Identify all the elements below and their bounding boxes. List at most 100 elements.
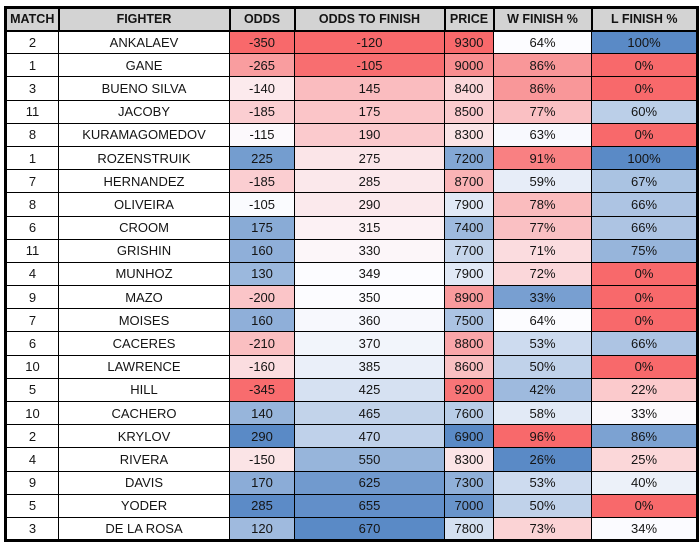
cell-l_finish: 0% xyxy=(591,53,698,78)
cell-odds: -150 xyxy=(229,447,295,472)
column-header-odds: ODDS xyxy=(228,6,296,32)
table-row: 11 JACOBY -185 175 8500 77% 60% xyxy=(5,99,698,124)
cell-odds_to_finish: 175 xyxy=(294,99,445,124)
cell-price: 7200 xyxy=(444,145,494,171)
cell-odds_to_finish: 425 xyxy=(294,377,445,403)
cell-w_finish: 78% xyxy=(493,192,592,217)
cell-match: 4 xyxy=(5,261,59,287)
cell-price: 7800 xyxy=(444,516,494,542)
cell-price: 7900 xyxy=(444,261,494,287)
cell-w_finish: 72% xyxy=(493,261,592,287)
table-row: 2 ANKALAEV -350 -120 9300 64% 100% xyxy=(5,29,698,55)
table-body: 2 ANKALAEV -350 -120 9300 64% 100% 1 GANE -265 -10… xyxy=(5,29,698,542)
cell-l_finish: 0% xyxy=(591,285,698,310)
cell-odds_to_finish: 190 xyxy=(294,122,445,147)
cell-odds_to_finish: 360 xyxy=(294,308,445,333)
cell-w_finish: 53% xyxy=(493,470,592,495)
table-row: 10 CACHERO 140 465 7600 58% 33% xyxy=(5,400,698,426)
column-header-l_finish: L FINISH % xyxy=(590,6,699,32)
cell-l_finish: 86% xyxy=(591,424,698,449)
cell-odds: -345 xyxy=(229,377,295,403)
cell-match: 5 xyxy=(5,377,59,403)
cell-fighter: KURAMAGOMEDOV xyxy=(58,122,230,147)
cell-odds: -200 xyxy=(229,285,295,310)
cell-odds_to_finish: 145 xyxy=(294,76,445,101)
cell-price: 8800 xyxy=(444,331,494,356)
cell-w_finish: 77% xyxy=(493,215,592,240)
cell-fighter: MAZO xyxy=(58,285,230,310)
cell-price: 7400 xyxy=(444,215,494,240)
cell-l_finish: 40% xyxy=(591,470,698,495)
cell-match: 9 xyxy=(5,470,59,495)
cell-l_finish: 75% xyxy=(591,238,698,263)
cell-fighter: CACERES xyxy=(58,331,230,356)
cell-match: 8 xyxy=(5,122,59,147)
cell-odds: 130 xyxy=(229,261,295,287)
header-row: MATCH FIGHTER ODDS ODDS TO FINISH PRICE W FIN… xyxy=(4,6,699,32)
cell-odds: -265 xyxy=(229,53,295,78)
cell-fighter: DAVIS xyxy=(58,470,230,495)
cell-price: 8500 xyxy=(444,99,494,124)
cell-odds: 140 xyxy=(229,400,295,426)
cell-price: 7000 xyxy=(444,493,494,518)
cell-odds_to_finish: 465 xyxy=(294,400,445,426)
cell-odds_to_finish: 290 xyxy=(294,192,445,217)
table-row: 5 YODER 285 655 7000 50% 0% xyxy=(5,493,698,518)
cell-w_finish: 73% xyxy=(493,516,592,542)
cell-price: 7500 xyxy=(444,308,494,333)
cell-match: 2 xyxy=(5,29,59,55)
cell-fighter: GANE xyxy=(58,53,230,78)
cell-match: 6 xyxy=(5,215,59,240)
cell-w_finish: 59% xyxy=(493,169,592,194)
cell-w_finish: 50% xyxy=(493,493,592,518)
cell-odds: -160 xyxy=(229,354,295,379)
cell-odds_to_finish: 625 xyxy=(294,470,445,495)
table-row: 7 MOISES 160 360 7500 64% 0% xyxy=(5,308,698,333)
cell-odds: -185 xyxy=(229,169,295,194)
fight-odds-table: MATCH FIGHTER ODDS ODDS TO FINISH PRICE W FIN… xyxy=(4,6,699,543)
cell-w_finish: 42% xyxy=(493,377,592,403)
cell-fighter: BUENO SILVA xyxy=(58,76,230,101)
cell-odds: 160 xyxy=(229,308,295,333)
cell-price: 8900 xyxy=(444,285,494,310)
cell-match: 4 xyxy=(5,447,59,472)
cell-l_finish: 34% xyxy=(591,516,698,542)
table-row: 11 GRISHIN 160 330 7700 71% 75% xyxy=(5,238,698,263)
cell-odds: -140 xyxy=(229,76,295,101)
cell-w_finish: 86% xyxy=(493,76,592,101)
cell-odds: 175 xyxy=(229,215,295,240)
table-row: 4 RIVERA -150 550 8300 26% 25% xyxy=(5,447,698,472)
table-row: 4 MUNHOZ 130 349 7900 72% 0% xyxy=(5,261,698,287)
cell-fighter: GRISHIN xyxy=(58,238,230,263)
cell-odds: -350 xyxy=(229,29,295,55)
cell-w_finish: 96% xyxy=(493,424,592,449)
cell-w_finish: 86% xyxy=(493,53,592,78)
cell-match: 11 xyxy=(5,99,59,124)
cell-odds_to_finish: 470 xyxy=(294,424,445,449)
cell-fighter: CACHERO xyxy=(58,400,230,426)
cell-price: 7600 xyxy=(444,400,494,426)
cell-fighter: MUNHOZ xyxy=(58,261,230,287)
cell-price: 9200 xyxy=(444,377,494,403)
cell-odds_to_finish: -105 xyxy=(294,53,445,78)
table-row: 6 CROOM 175 315 7400 77% 66% xyxy=(5,215,698,240)
cell-w_finish: 64% xyxy=(493,29,592,55)
cell-l_finish: 66% xyxy=(591,192,698,217)
cell-l_finish: 66% xyxy=(591,331,698,356)
cell-w_finish: 63% xyxy=(493,122,592,147)
table-row: 9 MAZO -200 350 8900 33% 0% xyxy=(5,285,698,310)
table-row: 2 KRYLOV 290 470 6900 96% 86% xyxy=(5,424,698,449)
cell-fighter: MOISES xyxy=(58,308,230,333)
cell-odds: -210 xyxy=(229,331,295,356)
table-row: 9 DAVIS 170 625 7300 53% 40% xyxy=(5,470,698,495)
cell-odds_to_finish: 315 xyxy=(294,215,445,240)
cell-odds: 170 xyxy=(229,470,295,495)
cell-match: 1 xyxy=(5,53,59,78)
cell-price: 8300 xyxy=(444,122,494,147)
cell-w_finish: 26% xyxy=(493,447,592,472)
cell-price: 9000 xyxy=(444,53,494,78)
cell-l_finish: 0% xyxy=(591,354,698,379)
cell-fighter: JACOBY xyxy=(58,99,230,124)
cell-fighter: ANKALAEV xyxy=(58,29,230,55)
cell-match: 7 xyxy=(5,308,59,333)
